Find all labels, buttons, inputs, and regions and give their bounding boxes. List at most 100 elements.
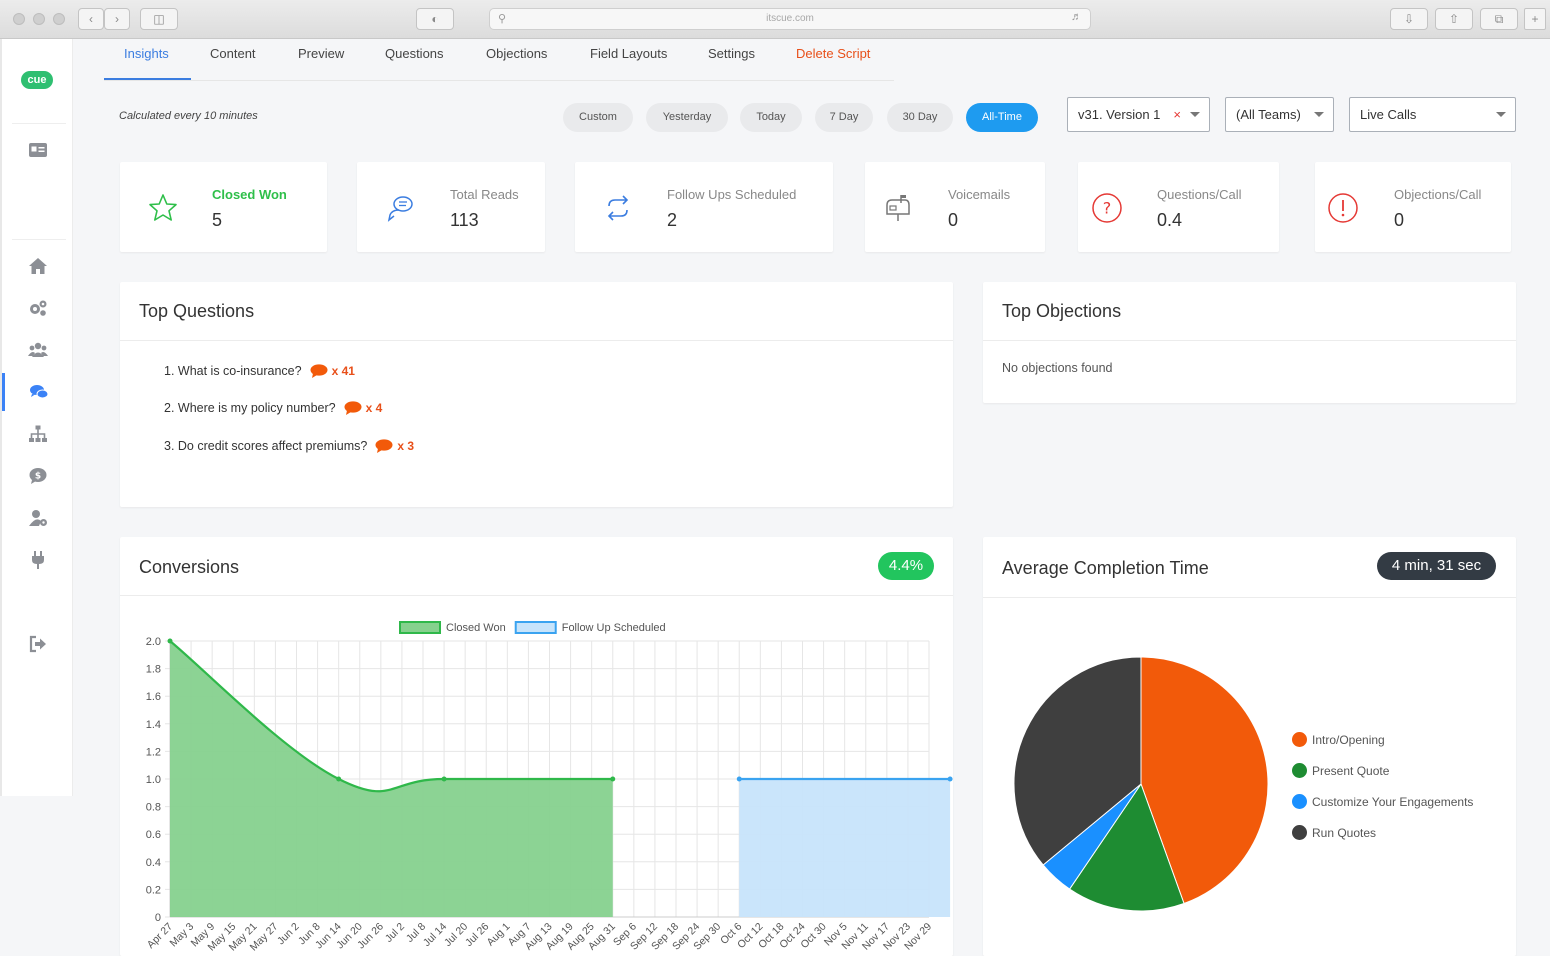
tab-content[interactable]: Content bbox=[210, 46, 256, 61]
tab-questions[interactable]: Questions bbox=[385, 46, 444, 61]
list-item[interactable]: 3. Do credit scores affect premiums? x 3 bbox=[164, 439, 414, 453]
conversion-rate-badge: 4.4% bbox=[878, 552, 934, 580]
home-icon[interactable] bbox=[2, 247, 73, 285]
legend-item: Customize Your Engagements bbox=[1292, 794, 1473, 809]
y-tick-label: 1.0 bbox=[146, 774, 161, 786]
stat-label: Total Reads bbox=[450, 187, 519, 202]
data-point bbox=[736, 776, 742, 782]
star-icon bbox=[147, 192, 179, 224]
window-close-button[interactable] bbox=[13, 13, 25, 25]
x-tick-label: Jul 26 bbox=[463, 921, 491, 949]
data-point bbox=[947, 776, 953, 782]
panel-divider bbox=[120, 595, 953, 596]
tab-settings[interactable]: Settings bbox=[708, 46, 755, 61]
tab-preview[interactable]: Preview bbox=[298, 46, 345, 61]
range-yesterday-button[interactable]: Yesterday bbox=[646, 103, 728, 132]
empty-state-text: No objections found bbox=[1002, 361, 1113, 375]
range-all-time-button[interactable]: All-Time bbox=[966, 103, 1038, 132]
question-count: x 41 bbox=[331, 364, 355, 378]
y-tick-label: 1.6 bbox=[146, 691, 161, 703]
search-icon: ⚲ bbox=[498, 13, 507, 25]
panel-title: Top Objections bbox=[1002, 301, 1122, 321]
stat-value: 113 bbox=[450, 210, 479, 230]
range-30-day-button[interactable]: 30 Day bbox=[887, 103, 953, 132]
cue-logo[interactable]: cue bbox=[21, 71, 53, 89]
gears-icon[interactable] bbox=[2, 289, 73, 327]
stat-label: Follow Ups Scheduled bbox=[667, 187, 797, 202]
tab-delete-script[interactable]: Delete Script bbox=[796, 46, 871, 61]
question-count: x 4 bbox=[365, 401, 383, 415]
team-select[interactable]: (All Teams) bbox=[1225, 97, 1334, 132]
stat-card-objections-per-call: Objections/Call 0 bbox=[1315, 162, 1511, 252]
sitemap-icon[interactable] bbox=[2, 415, 73, 453]
legend-label: Follow Up Scheduled bbox=[562, 622, 666, 634]
user-settings-icon[interactable] bbox=[2, 499, 73, 537]
legend-label: Present Quote bbox=[1312, 763, 1390, 778]
tab-insights[interactable]: Insights bbox=[124, 46, 169, 61]
comment-icon bbox=[375, 439, 393, 453]
tab-field-layouts[interactable]: Field Layouts bbox=[590, 46, 668, 61]
legend-item: Intro/Opening bbox=[1292, 732, 1385, 747]
legend-swatch bbox=[1292, 794, 1307, 809]
source-select[interactable]: Live Calls bbox=[1349, 97, 1516, 132]
x-tick-label: Apr 27 bbox=[145, 921, 175, 951]
dollar-bubble-icon[interactable]: $ bbox=[2, 457, 73, 495]
stat-value: 2 bbox=[667, 210, 678, 230]
legend-swatch bbox=[1292, 732, 1307, 747]
legend-swatch bbox=[399, 621, 441, 634]
y-tick-label: 0.6 bbox=[146, 829, 161, 841]
window-zoom-button[interactable] bbox=[53, 13, 65, 25]
series-area bbox=[739, 779, 951, 917]
window-minimize-button[interactable] bbox=[33, 13, 45, 25]
stat-card-closed-won: Closed Won 5 bbox=[120, 162, 327, 252]
y-tick-label: 1.2 bbox=[146, 746, 161, 758]
tabs-overview-icon[interactable]: ⧉ bbox=[1480, 8, 1518, 30]
list-item[interactable]: 2. Where is my policy number? x 4 bbox=[164, 401, 382, 415]
shield-icon[interactable]: ◐ bbox=[416, 8, 454, 30]
y-tick-label: 1.4 bbox=[146, 719, 161, 731]
legend-item: Present Quote bbox=[1292, 763, 1389, 778]
back-button[interactable]: ‹ bbox=[78, 8, 104, 30]
pie-slice bbox=[1140, 656, 1269, 905]
tab-objections[interactable]: Objections bbox=[486, 46, 548, 61]
list-item[interactable]: 1. What is co-insurance? x 41 bbox=[164, 364, 355, 378]
question-text: 1. What is co-insurance? bbox=[164, 364, 302, 378]
svg-text:$: $ bbox=[34, 472, 40, 482]
clear-version-icon[interactable]: × bbox=[1173, 107, 1181, 122]
stat-card-follow-ups: Follow Ups Scheduled 2 bbox=[575, 162, 833, 252]
new-tab-icon[interactable]: + bbox=[1524, 8, 1546, 30]
url-text: itscue.com bbox=[766, 13, 814, 24]
sidebar: cue $ bbox=[0, 39, 73, 796]
forward-button[interactable]: › bbox=[104, 8, 130, 30]
legend-swatch bbox=[1292, 763, 1307, 778]
users-icon[interactable] bbox=[2, 331, 73, 369]
refresh-icon bbox=[602, 192, 634, 224]
range-custom-button[interactable]: Custom bbox=[563, 103, 633, 132]
sidebar-toggle-icon[interactable]: ◫ bbox=[140, 8, 178, 30]
calculation-note: Calculated every 10 minutes bbox=[119, 110, 258, 122]
share-icon[interactable]: ⇧ bbox=[1435, 8, 1473, 30]
script-tabs: Insights Content Preview Questions Objec… bbox=[104, 40, 894, 81]
range-today-button[interactable]: Today bbox=[740, 103, 802, 132]
plug-icon[interactable] bbox=[2, 541, 73, 579]
speaker-icon[interactable]: ♬ bbox=[1071, 11, 1082, 23]
stat-card-questions-per-call: ? Questions/Call 0.4 bbox=[1078, 162, 1279, 252]
legend-item: Run Quotes bbox=[1292, 825, 1376, 840]
browser-toolbar: ‹ › ◫ ◐ ⚲ itscue.com ♬ ⇩ ⇧ ⧉ + bbox=[0, 0, 1550, 39]
version-select[interactable]: v31. Version 1 × bbox=[1067, 97, 1210, 132]
y-tick-label: 0.2 bbox=[146, 884, 161, 896]
download-icon[interactable]: ⇩ bbox=[1390, 8, 1428, 30]
address-bar[interactable]: ⚲ itscue.com ♬ bbox=[489, 8, 1091, 30]
id-card-icon[interactable] bbox=[2, 131, 73, 169]
chat-bubbles-icon[interactable] bbox=[2, 373, 73, 411]
team-select-value: (All Teams) bbox=[1236, 107, 1301, 122]
sign-out-icon[interactable] bbox=[2, 625, 73, 663]
y-tick-label: 2.0 bbox=[146, 636, 161, 648]
question-count: x 3 bbox=[397, 439, 415, 453]
stat-label: Objections/Call bbox=[1394, 187, 1482, 202]
stat-value: 5 bbox=[212, 210, 223, 230]
stat-card-voicemails: Voicemails 0 bbox=[865, 162, 1045, 252]
data-point bbox=[336, 776, 342, 782]
range-7-day-button[interactable]: 7 Day bbox=[815, 103, 873, 132]
